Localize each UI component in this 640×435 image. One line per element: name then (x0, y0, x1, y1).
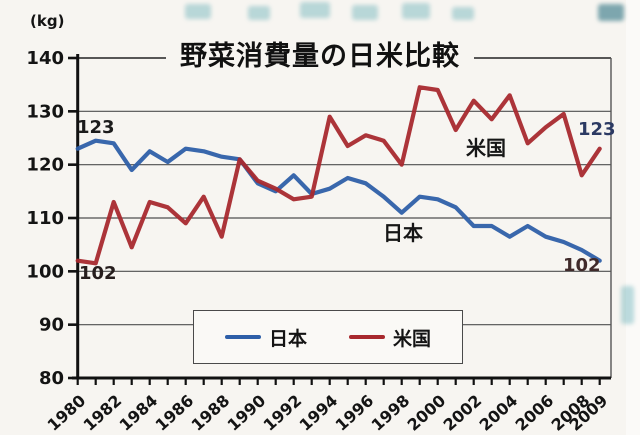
us-line-swatch (349, 335, 385, 339)
japan-line-swatch (224, 335, 261, 339)
scan-bleed-artifact (248, 6, 270, 20)
x-tick-label: 1994 (296, 391, 342, 435)
chart-title: 野菜消費量の日米比較 (166, 34, 474, 73)
annotation-us-end-value: 123 (578, 119, 616, 140)
legend-label-us: 米国 (393, 327, 432, 350)
annotation-us-start-value: 102 (79, 263, 117, 284)
annotation-us-series-label: 米国 (466, 136, 506, 160)
scan-bleed-artifact (621, 286, 634, 324)
y-tick-label: 120 (26, 155, 64, 176)
us-series-line (75, 85, 602, 266)
x-tick-label: 1990 (224, 391, 270, 435)
annotation-japan-end-value: 102 (563, 255, 601, 276)
x-tick-label: 2004 (476, 391, 522, 435)
y-tick-label: 80 (39, 368, 64, 389)
x-tick-label: 1984 (116, 391, 162, 435)
japan-series-line (75, 138, 602, 263)
scan-bleed-artifact (352, 5, 378, 20)
x-tick-label: 2006 (512, 391, 558, 435)
x-tick-label: 2000 (404, 391, 450, 435)
x-tick-label: 1982 (80, 391, 126, 435)
legend-item-us: 米国 (349, 324, 431, 351)
y-tick-label: 110 (26, 208, 64, 229)
x-tick-label: 1980 (44, 391, 90, 435)
x-tick-label: 1992 (260, 391, 306, 435)
scan-bleed-artifact (452, 7, 474, 20)
scan-bleed-artifact (185, 4, 211, 19)
scan-bleed-artifact (402, 3, 430, 19)
legend-item-japan: 日本 (224, 324, 307, 351)
y-tick-label: 130 (26, 101, 64, 122)
annotation-japan-series-label: 日本 (383, 221, 423, 245)
paper-edge (626, 0, 640, 435)
legend-box: 日本 米国 (193, 310, 463, 364)
x-tick-label: 1988 (188, 391, 234, 435)
x-tick-label: 2002 (440, 391, 486, 435)
scan-bleed-artifact (598, 4, 624, 21)
y-tick-label: 100 (26, 261, 64, 282)
y-axis-unit-label: (kg) (30, 12, 65, 30)
annotation-japan-start-value: 123 (77, 117, 115, 138)
y-tick-label: 90 (39, 315, 64, 336)
x-tick-label: 1996 (332, 391, 378, 435)
x-tick-label: 1986 (152, 391, 198, 435)
legend-label-japan: 日本 (268, 327, 307, 350)
x-tick-label: 1998 (368, 391, 414, 435)
y-tick-label: 140 (26, 48, 64, 69)
scan-bleed-artifact (300, 2, 330, 18)
